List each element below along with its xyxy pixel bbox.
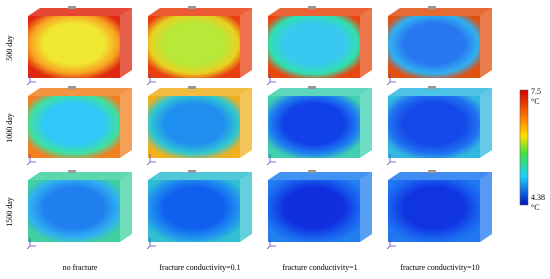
reservoir-block <box>146 170 252 250</box>
block-side <box>240 8 252 78</box>
well-marker <box>308 6 316 9</box>
axis-triad <box>26 74 36 86</box>
row-label: 1500 day <box>5 197 14 227</box>
colorbar-max: 7.5 <box>531 87 541 96</box>
block-top <box>148 172 252 180</box>
axis-triad <box>26 154 36 166</box>
reservoir-block <box>266 170 372 250</box>
column-label: fracture conductivity=1 <box>282 263 357 272</box>
block-front <box>268 180 360 242</box>
well-marker <box>308 170 316 173</box>
reservoir-block <box>146 86 252 166</box>
well-marker <box>428 170 436 173</box>
column-label: fracture conductivity=0.1 <box>159 263 240 272</box>
reservoir-block <box>146 6 252 86</box>
colorbar <box>519 89 529 206</box>
block-top <box>148 8 252 16</box>
axis-triad <box>386 154 396 166</box>
block-top <box>28 8 132 16</box>
reservoir-block <box>26 170 132 250</box>
reservoir-block <box>26 86 132 166</box>
block-top <box>268 8 372 16</box>
block-side <box>120 172 132 242</box>
axis-triad <box>266 238 276 250</box>
reservoir-block <box>266 6 372 86</box>
block-side <box>240 172 252 242</box>
reservoir-block <box>26 6 132 86</box>
block-front <box>28 180 120 242</box>
axis-triad <box>146 74 156 86</box>
block-side <box>120 88 132 158</box>
well-marker <box>188 86 196 89</box>
well-marker <box>308 86 316 89</box>
block-side <box>120 8 132 78</box>
reservoir-block <box>386 170 492 250</box>
well-marker <box>188 6 196 9</box>
block-front <box>148 96 240 158</box>
block-front <box>268 16 360 78</box>
axis-triad <box>386 238 396 250</box>
block-top <box>388 88 492 96</box>
well-marker <box>188 170 196 173</box>
axis-triad <box>26 238 36 250</box>
reservoir-block <box>266 86 372 166</box>
well-marker <box>68 170 76 173</box>
well-marker <box>428 86 436 89</box>
colorbar-min: 4.38 <box>531 193 545 202</box>
block-top <box>28 88 132 96</box>
block-side <box>360 88 372 158</box>
block-top <box>148 88 252 96</box>
block-front <box>388 180 480 242</box>
block-top <box>28 172 132 180</box>
block-front <box>28 16 120 78</box>
block-side <box>480 172 492 242</box>
block-side <box>480 88 492 158</box>
axis-triad <box>146 238 156 250</box>
column-label: no fracture <box>63 263 98 272</box>
block-top <box>268 172 372 180</box>
colorbar-max-unit: °C <box>531 97 540 106</box>
block-side <box>240 88 252 158</box>
colorbar-min-unit: °C <box>531 203 540 212</box>
block-top <box>268 88 372 96</box>
block-side <box>360 8 372 78</box>
block-side <box>480 8 492 78</box>
well-marker <box>68 86 76 89</box>
row-label: 1000 day <box>5 113 14 143</box>
block-top <box>388 172 492 180</box>
row-label: 500 day <box>5 35 14 61</box>
block-front <box>148 180 240 242</box>
axis-triad <box>146 154 156 166</box>
block-front <box>28 96 120 158</box>
block-front <box>388 96 480 158</box>
block-front <box>268 96 360 158</box>
well-marker <box>428 6 436 9</box>
reservoir-block <box>386 86 492 166</box>
well-marker <box>68 6 76 9</box>
block-top <box>388 8 492 16</box>
axis-triad <box>266 154 276 166</box>
block-side <box>360 172 372 242</box>
block-front <box>388 16 480 78</box>
block-front <box>148 16 240 78</box>
column-label: fracture conductivity=10 <box>400 263 479 272</box>
axis-triad <box>386 74 396 86</box>
panels <box>26 6 492 250</box>
reservoir-block <box>386 6 492 86</box>
axis-triad <box>266 74 276 86</box>
